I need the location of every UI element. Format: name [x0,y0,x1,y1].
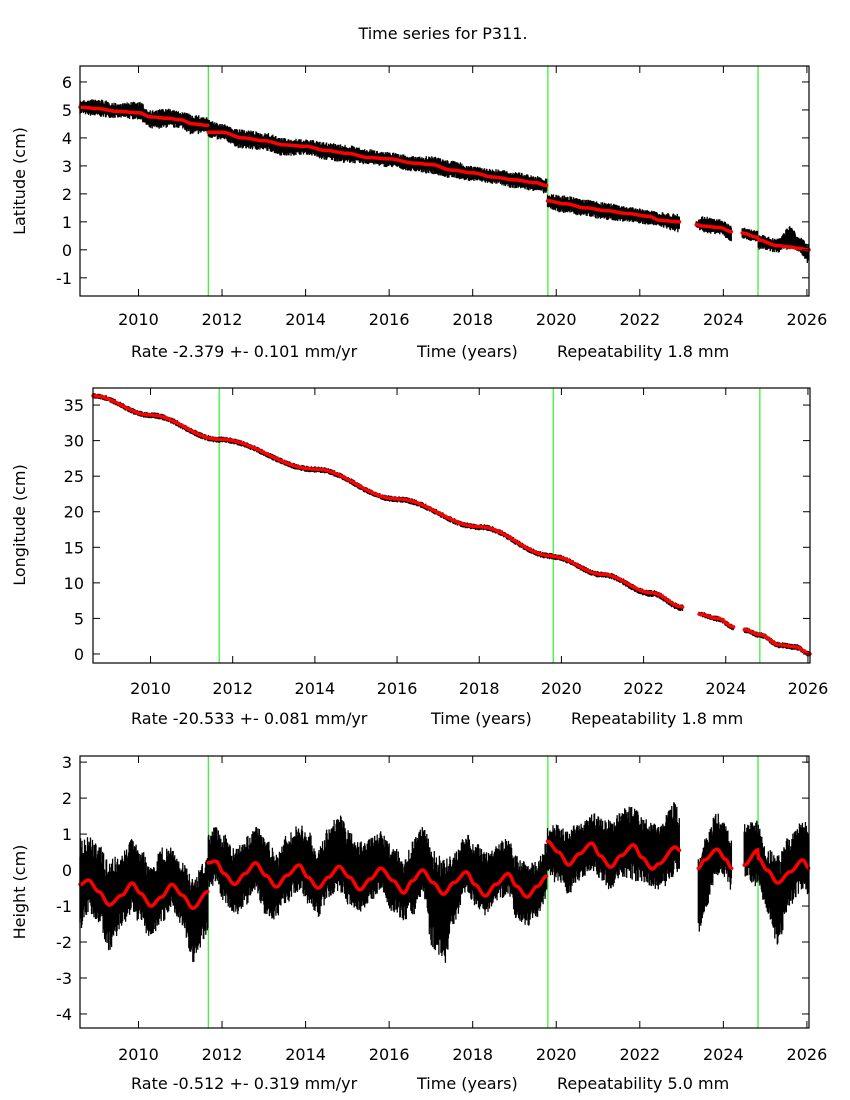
x-tick-label: 2026 [788,679,829,698]
y-tick-label: 15 [64,538,84,557]
y-tick-label: 30 [64,432,84,451]
y-tick-label: -1 [56,897,72,916]
height-panel: Height (cm) Rate -0.512 +- 0.319 mm/yr T… [10,753,827,1093]
model-curve-segment [78,105,210,128]
x-tick-label: 2018 [452,1045,493,1064]
x-tick-label: 2022 [619,310,660,329]
latitude-panel: Latitude (cm) Rate -2.379 +- 0.101 mm/yr… [10,65,828,361]
x-tick-label: 2026 [787,1045,828,1064]
y-tick-label: -1 [56,269,72,288]
x-tick-label: 2014 [295,679,336,698]
x-tick-label: 2024 [703,1045,744,1064]
model-curve-segment [206,859,549,899]
y-tick-label: 0 [62,241,72,260]
model-curve-segment [78,878,210,910]
repeatability-label: Repeatability 1.8 mm [571,709,743,728]
repeatability-label: Repeatability 1.8 mm [557,342,729,361]
x-tick-label: 2022 [623,679,664,698]
data-band-segment [546,194,680,233]
x-tick-label: 2010 [130,679,171,698]
x-tick-label: 2016 [369,1045,410,1064]
x-tick-label: 2012 [202,1045,243,1064]
x-tick-label: 2012 [202,310,243,329]
x-tick-label: 2016 [369,310,410,329]
x-axis-label: Time (years) [416,1074,518,1093]
y-tick-label: 5 [74,609,84,628]
x-tick-label: 2010 [118,310,159,329]
y-tick-label: 20 [64,503,84,522]
y-tick-label: 1 [62,213,72,232]
model-curve-segment [545,839,682,871]
x-tick-label: 2010 [118,1045,159,1064]
y-tick-label: 6 [62,73,72,92]
y-tick-label: 1 [62,825,72,844]
y-tick-label: 10 [64,574,84,593]
y-tick-label: 0 [74,645,84,664]
plot-frame [92,387,811,664]
y-tick-label: 2 [62,789,72,808]
model-curve-segment [91,394,221,441]
model-curve-segment [696,847,734,871]
x-tick-label: 2022 [619,1045,660,1064]
x-tick-label: 2012 [212,679,253,698]
model-curve-segment [742,628,812,656]
rate-label: Rate -0.512 +- 0.319 mm/yr [131,1074,358,1093]
x-tick-label: 2020 [536,310,577,329]
x-tick-label: 2024 [703,310,744,329]
y-tick-label: 4 [62,129,72,148]
y-axis-label: Latitude (cm) [10,127,29,235]
x-tick-label: 2020 [536,1045,577,1064]
model-curve-segment [694,222,734,234]
y-tick-label: 2 [62,185,72,204]
data-band-segment [207,815,548,963]
y-axis-label: Height (cm) [10,845,29,940]
data-band-segment [697,813,733,932]
x-tick-label: 2014 [285,310,326,329]
model-curve-segment [206,130,549,188]
y-tick-label: 3 [62,753,72,772]
x-tick-label: 2020 [541,679,582,698]
x-tick-label: 2018 [452,310,493,329]
data-band-segment [546,802,680,894]
x-axis-label: Time (years) [430,709,532,728]
plot-frame [79,755,810,1029]
y-tick-label: -3 [56,969,72,988]
model-curve-segment [697,612,736,629]
x-axis-label: Time (years) [416,342,518,361]
model-curve-segment [217,437,554,558]
x-tick-label: 2026 [787,310,828,329]
model-curve-segment [740,231,811,252]
y-tick-label: 5 [62,101,72,120]
y-tick-label: 25 [64,467,84,486]
y-tick-label: 3 [62,157,72,176]
model-curve-segment [545,199,682,224]
x-tick-label: 2024 [705,679,746,698]
rate-label: Rate -20.533 +- 0.081 mm/yr [131,709,368,728]
figure-title: Time series for P311. [357,24,527,43]
data-band-segment [79,99,209,135]
model-curve-segment [742,847,811,885]
longitude-panel: Longitude (cm) Rate -20.533 +- 0.081 mm/… [10,387,829,728]
y-tick-label: 0 [62,861,72,880]
repeatability-label: Repeatability 5.0 mm [557,1074,729,1093]
y-tick-label: -4 [56,1005,72,1024]
y-tick-label: 35 [64,396,84,415]
plot-frame [79,65,810,297]
x-tick-label: 2016 [377,679,418,698]
model-curve-segment [551,554,685,609]
x-tick-label: 2014 [285,1045,326,1064]
y-axis-label: Longitude (cm) [10,464,29,586]
rate-label: Rate -2.379 +- 0.101 mm/yr [131,342,358,361]
y-tick-label: -2 [56,933,72,952]
x-tick-label: 2018 [459,679,500,698]
